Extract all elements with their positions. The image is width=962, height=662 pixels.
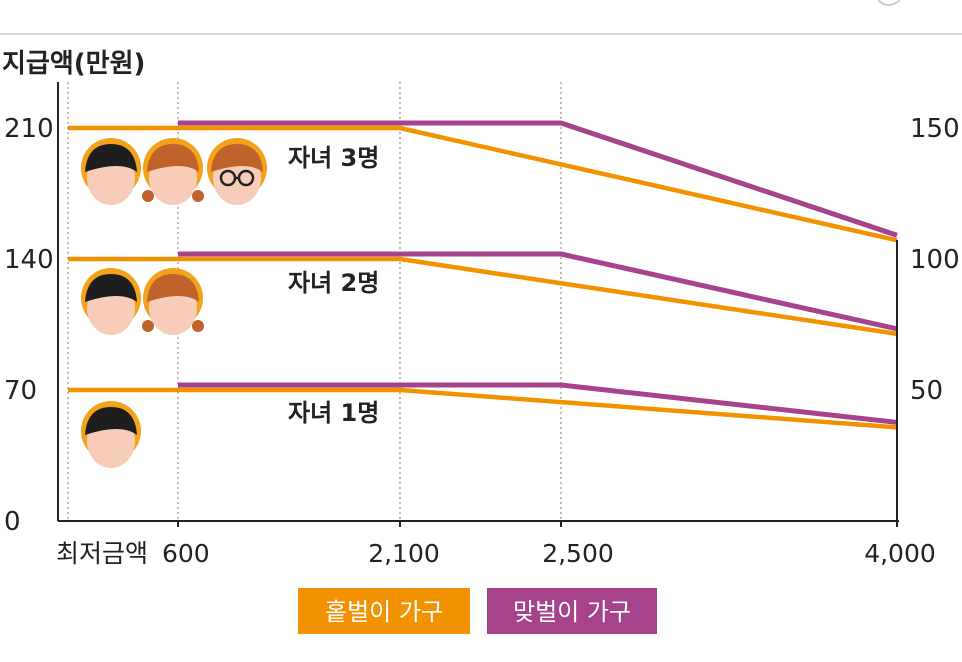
axes (57, 82, 899, 527)
right-value-label: 150 (910, 114, 960, 144)
x-tick-label: 2,100 (368, 539, 440, 568)
series-lines (68, 120, 898, 430)
boy-face-icon (81, 401, 141, 468)
children-illustrations (81, 138, 267, 468)
y-tick-label: 0 (4, 507, 21, 537)
tick-labels: 0 70 140 210 150 100 50 최저금액 600 2,100 2,500 4,000 자… (4, 114, 960, 568)
series-line-dual (178, 120, 898, 238)
group-label: 자녀 3명 (288, 144, 379, 172)
face-hair (85, 407, 137, 435)
boy-face-icon (81, 138, 141, 205)
legend: 홑벌이 가구 맞벌이 가구 (298, 588, 657, 634)
pigtail-left (142, 190, 154, 202)
series-line-single (68, 256, 898, 337)
group-label: 자녀 1명 (288, 399, 379, 427)
series-line-dual (178, 382, 898, 425)
legend-swatch (487, 588, 657, 634)
glasses-kid-face-icon (207, 138, 267, 205)
pigtail-left (142, 320, 154, 332)
girl-face-icon (142, 268, 204, 335)
face-hair (85, 144, 137, 172)
y-tick-label: 70 (4, 376, 37, 406)
pigtail-right (192, 190, 204, 202)
face-hair (147, 274, 199, 302)
x-tick-label: 최저금액 (56, 539, 148, 568)
legend-label: 맞벌이 가구 (513, 598, 631, 626)
legend-label: 홑벌이 가구 (325, 598, 443, 626)
face-hair (211, 144, 263, 172)
corner-mark (877, 0, 901, 6)
right-value-label: 50 (910, 376, 943, 406)
y-axis-title: 지급액(만원) (2, 49, 145, 79)
pigtail-right (192, 320, 204, 332)
face-hair (85, 274, 137, 302)
gridlines (67, 82, 562, 521)
x-tick-label: 4,000 (864, 539, 936, 568)
face-hair (147, 144, 199, 172)
y-tick-label: 140 (4, 245, 54, 275)
x-tick-label: 2,500 (542, 539, 614, 568)
right-value-label: 100 (910, 245, 960, 275)
y-tick-label: 210 (4, 114, 54, 144)
boy-face-icon (81, 268, 141, 335)
series-line-single (68, 387, 898, 430)
group-label: 자녀 2명 (288, 269, 379, 297)
series-line-dual (178, 251, 898, 332)
legend-swatch (298, 588, 470, 634)
girl-face-icon (142, 138, 204, 205)
series-line-single (68, 125, 898, 243)
x-tick-label: 600 (162, 539, 210, 568)
